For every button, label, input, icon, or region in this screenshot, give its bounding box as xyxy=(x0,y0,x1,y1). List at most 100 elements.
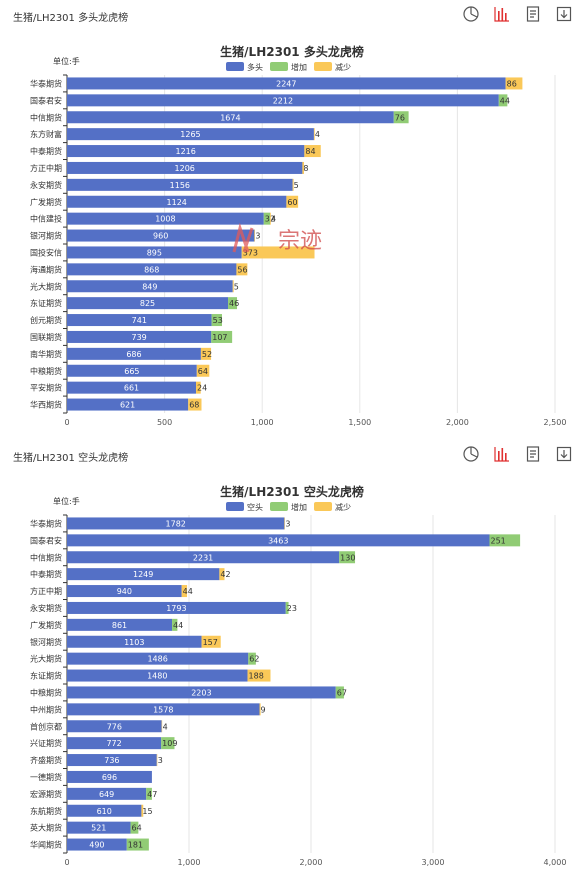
bar-decrease xyxy=(313,128,315,141)
category-label: 国联期货 xyxy=(30,332,62,342)
category-label: 华泰期货 xyxy=(30,518,62,528)
bar-value-label: 610 xyxy=(97,807,112,816)
legend-label: 减少 xyxy=(335,502,351,512)
bar-decrease xyxy=(270,212,271,225)
bar-value-label: 736 xyxy=(104,756,119,765)
bar-main xyxy=(67,297,229,310)
x-tick-label: 1,000 xyxy=(178,858,201,867)
bar-main xyxy=(67,635,202,648)
bar-value-label: 741 xyxy=(132,316,147,325)
bar-chart-icon[interactable] xyxy=(493,5,511,23)
category-label: 国投安信 xyxy=(30,247,62,257)
x-tick-label: 4,000 xyxy=(544,858,567,867)
bar-decrease xyxy=(236,263,248,276)
category-label: 东证期货 xyxy=(30,298,62,308)
x-tick-label: 3,000 xyxy=(422,858,445,867)
bar-increase xyxy=(228,297,238,310)
long-ranking-panel: 生猪/LH2301 多头龙虎榜 生猪/LH2301 多头龙虎榜 多头 增加 减少 单位:… xyxy=(0,0,585,440)
bar-value-label: 64 xyxy=(132,824,142,833)
bar-main xyxy=(67,94,499,107)
bar-increase xyxy=(335,686,344,699)
bar-value-label: 3463 xyxy=(268,536,288,545)
x-tick-label: 0 xyxy=(64,858,69,867)
category-label: 东航期货 xyxy=(30,806,62,816)
bar-main xyxy=(67,212,264,225)
bar-value-label: 4 xyxy=(271,215,276,224)
category-label: 方正中期 xyxy=(30,586,62,596)
bar-value-label: 181 xyxy=(128,841,143,850)
bar-value-label: 621 xyxy=(120,401,135,410)
bar-value-label: 1156 xyxy=(170,181,190,190)
category-label: 中泰期货 xyxy=(30,146,62,156)
category-label: 光大期货 xyxy=(30,281,62,291)
bar-value-label: 1793 xyxy=(166,604,186,613)
short-ranking-panel: 生猪/LH2301 空头龙虎榜 生猪/LH2301 空头龙虎榜 空头 增加 减少 单位:… xyxy=(0,440,585,882)
unit-label: 单位:手 xyxy=(53,56,80,66)
bar-value-label: 44 xyxy=(500,96,510,105)
bar-value-label: 62 xyxy=(249,655,259,664)
bar-value-label: 107 xyxy=(212,333,227,342)
bar-value-label: 861 xyxy=(112,621,127,630)
category-label: 银河期货 xyxy=(30,231,62,241)
bar-value-label: 2247 xyxy=(276,79,296,88)
bar-decrease xyxy=(219,568,225,581)
bar-main xyxy=(67,720,162,733)
bar-value-label: 661 xyxy=(124,384,139,393)
data-view-icon[interactable] xyxy=(524,5,542,23)
category-label: 宏源期货 xyxy=(30,789,62,799)
bar-value-label: 130 xyxy=(340,553,355,562)
pie-icon[interactable] xyxy=(462,5,480,23)
chart-title: 生猪/LH2301 空头龙虎榜 xyxy=(220,484,364,499)
bar-main xyxy=(67,618,173,631)
chart-toolbar xyxy=(462,445,573,463)
bar-main xyxy=(67,770,152,783)
bar-value-label: 1124 xyxy=(167,198,187,207)
category-label: 广发期货 xyxy=(30,197,62,207)
bar-value-label: 373 xyxy=(243,248,258,257)
bar-increase xyxy=(498,94,508,107)
legend-swatch xyxy=(270,62,288,71)
bar-value-label: 4 xyxy=(163,722,168,731)
bar-value-label: 4 xyxy=(315,130,320,139)
data-view-icon[interactable] xyxy=(524,445,542,463)
bar-main xyxy=(67,754,157,767)
bar-value-label: 60 xyxy=(287,198,297,207)
bar-main xyxy=(67,686,336,699)
bar-value-label: 84 xyxy=(305,147,315,156)
bar-decrease xyxy=(161,720,163,733)
bar-value-label: 960 xyxy=(153,232,168,241)
bar-value-label: 1249 xyxy=(133,570,153,579)
bar-value-label: 1216 xyxy=(176,147,196,156)
bar-main xyxy=(67,551,340,564)
bar-chart-icon[interactable] xyxy=(493,445,511,463)
bar-value-label: 3 xyxy=(285,519,290,528)
bar-main xyxy=(67,517,285,530)
legend-swatch xyxy=(314,502,332,511)
bar-decrease xyxy=(156,754,158,767)
bar-value-label: 686 xyxy=(126,350,141,359)
bar-value-label: 157 xyxy=(203,638,218,647)
panel-title: 生猪/LH2301 空头龙虎榜 xyxy=(13,453,129,464)
bar-value-label: 868 xyxy=(144,265,159,274)
bar-increase xyxy=(263,212,271,225)
category-label: 南华期货 xyxy=(30,349,62,359)
download-icon[interactable] xyxy=(555,445,573,463)
bar-decrease xyxy=(196,381,201,394)
category-label: 中粮期货 xyxy=(30,687,62,697)
bar-main xyxy=(67,246,242,259)
bar-value-label: 53 xyxy=(213,316,223,325)
category-label: 创元期货 xyxy=(30,315,62,325)
legend-label: 空头 xyxy=(247,502,263,512)
bar-value-label: 47 xyxy=(147,790,157,799)
bar-value-label: 739 xyxy=(131,333,146,342)
bar-main xyxy=(67,669,248,682)
bar-increase xyxy=(285,601,289,614)
bar-main xyxy=(67,364,197,377)
pie-icon[interactable] xyxy=(462,445,480,463)
bar-increase xyxy=(161,737,175,750)
bar-value-label: 776 xyxy=(107,722,122,731)
download-icon[interactable] xyxy=(555,5,573,23)
bar-decrease xyxy=(196,364,210,377)
bar-value-label: 772 xyxy=(106,739,121,748)
bar-value-label: 1782 xyxy=(166,519,186,528)
